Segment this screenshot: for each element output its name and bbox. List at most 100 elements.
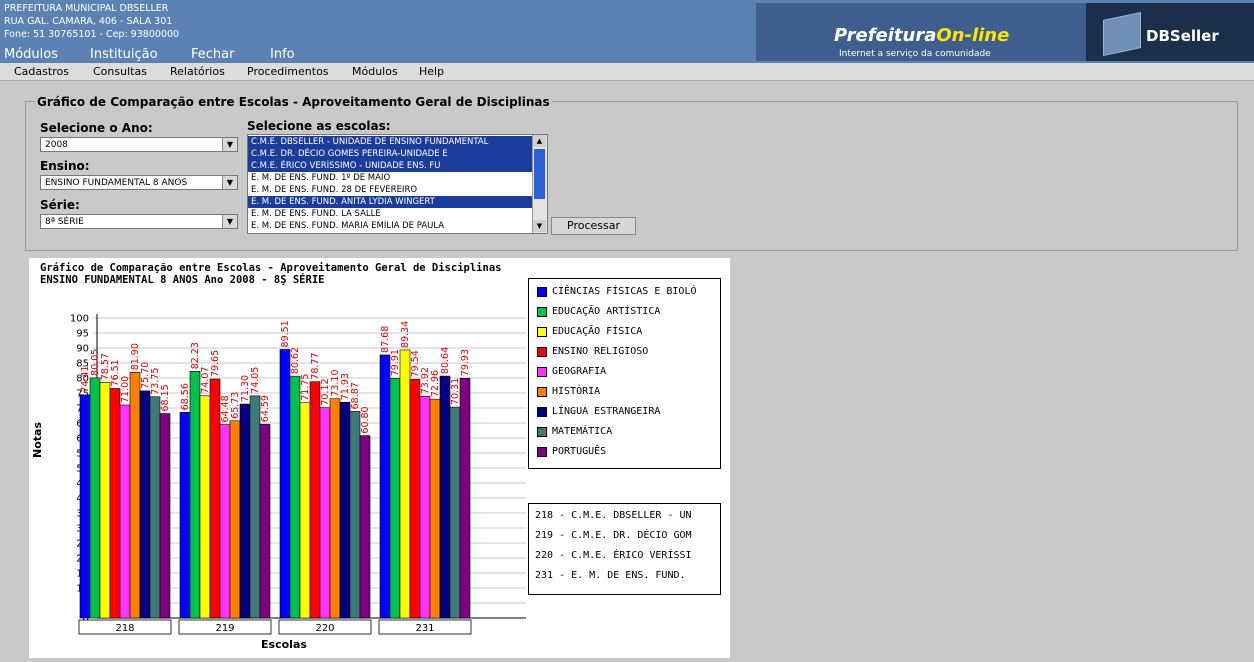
scroll-up-icon[interactable]: ▲: [533, 135, 546, 147]
menu-info[interactable]: Info: [270, 47, 295, 62]
bar: [289, 375, 301, 619]
bar: [319, 407, 331, 619]
y-tick-label: 100: [70, 314, 89, 325]
school-option[interactable]: E. M. DE ENS. FUND. LA SALLE: [251, 209, 381, 219]
menu-fechar[interactable]: Fechar: [191, 47, 235, 62]
bar: [459, 377, 471, 619]
bar-value-label: 79.93: [460, 349, 471, 376]
legend-swatch: [537, 427, 547, 437]
ensino-label: Ensino:: [40, 159, 90, 173]
bar-value-label: 72.96: [430, 370, 441, 397]
legend-label: EDUCAÇÃO ARTÍSTICA: [552, 306, 661, 317]
legend-label: HISTÓRIA: [552, 386, 601, 397]
category-legend: 218 - C.M.E. DBSELLER - UN 219 - C.M.E. D…: [528, 503, 721, 595]
submenu-procedimentos[interactable]: Procedimentos: [247, 65, 329, 78]
category-legend-item: 220 - C.M.E. ÉRICO VERÍSSI: [535, 550, 692, 561]
scroll-down-icon[interactable]: ▼: [533, 220, 546, 232]
scrollbar-thumb[interactable]: [534, 149, 545, 199]
dbseller-logo: DBSeller: [1146, 27, 1219, 45]
school-option[interactable]: C.M.E. DBSELLER - UNIDADE DE ENSINO FUND…: [248, 136, 532, 148]
bar-value-label: 64.48: [220, 395, 231, 422]
listbox-scrollbar[interactable]: ▲ ▼: [532, 135, 547, 233]
bar: [199, 395, 211, 619]
menu-modulos[interactable]: Módulos: [4, 47, 58, 62]
bar: [119, 404, 131, 619]
bar: [139, 390, 151, 619]
school-option[interactable]: C.M.E. DR. DÉCIO GOMES PEREIRA-UNIDADE E: [248, 148, 532, 160]
bar: [359, 435, 371, 619]
submenu-modulos[interactable]: Módulos: [352, 65, 398, 78]
series-legend: CIÊNCIAS FÍSICAS E BIOLÓ EDUCAÇÃO ARTÍSTI…: [528, 278, 721, 469]
submenu-cadastros[interactable]: Cadastros: [14, 65, 69, 78]
submenu-help[interactable]: Help: [419, 65, 445, 78]
bar-value-label: 70.31: [450, 378, 461, 405]
year-value: 2008: [45, 140, 68, 150]
bar: [449, 406, 461, 619]
x-axis-title: Escolas: [261, 638, 307, 651]
legend-label: CIÊNCIAS FÍSICAS E BIOLÓ: [552, 286, 697, 297]
bar: [129, 372, 141, 619]
legend-label: PORTUGUÊS: [552, 446, 607, 457]
year-select[interactable]: 2008 ▼: [40, 137, 238, 152]
bar: [439, 375, 451, 619]
legend-label: MATEMÁTICA: [552, 426, 613, 437]
bar: [349, 411, 361, 619]
process-button[interactable]: Processar: [551, 217, 636, 235]
ensino-value: ENSINO FUNDAMENTAL 8 ANOS: [45, 178, 188, 188]
bar-value-label: 87.68: [380, 326, 391, 353]
legend-swatch: [537, 447, 547, 457]
submenu-consultas[interactable]: Consultas: [93, 65, 147, 78]
y-tick-label: 0: [83, 614, 89, 625]
chevron-down-icon[interactable]: ▼: [222, 215, 237, 228]
school-option[interactable]: C.M.E. ÉRICO VERÍSSIMO - UNIDADE ENS. FU: [248, 160, 532, 172]
bar-value-label: 68.15: [160, 384, 171, 411]
y-tick-label: 75: [76, 389, 89, 400]
category-legend-item: 219 - C.M.E. DR. DÉCIO GOM: [535, 530, 692, 541]
bar-value-label: 71.30: [240, 375, 251, 402]
bar-chart: 0510152025303540455055606570758085909510…: [31, 314, 526, 651]
bar-value-label: 73.10: [330, 369, 341, 396]
bar-value-label: 70.12: [320, 378, 331, 405]
school-option[interactable]: E. M. DE ENS. FUND. 28 DE FEVEREIRO: [251, 185, 418, 195]
bar: [379, 354, 391, 619]
submenu-bar: Cadastros Consultas Relatórios Procedime…: [0, 63, 1254, 81]
bar-value-label: 76.51: [110, 359, 121, 386]
brand-suffix: On-line: [936, 25, 1010, 46]
school-option[interactable]: E. M. DE ENS. FUND. 1º DE MAIO: [251, 173, 391, 183]
bar-value-label: 80.05: [90, 349, 101, 376]
bar-value-label: 65.73: [230, 392, 241, 419]
menu-instituicao[interactable]: Instituição: [90, 47, 158, 62]
bar: [189, 371, 201, 619]
chevron-down-icon[interactable]: ▼: [222, 138, 237, 151]
institution-address: RUA GAL. CAMARA, 406 - SALA 301: [4, 16, 173, 27]
chart-title: Gráfico de Comparação entre Escolas - Ap…: [40, 262, 502, 274]
bar: [409, 379, 421, 619]
bar: [429, 398, 441, 619]
bar: [249, 395, 261, 619]
submenu-relatorios[interactable]: Relatórios: [170, 65, 225, 78]
school-option[interactable]: E. M. DE ENS. FUND. ANITA LYDIA WINGERT: [248, 196, 532, 208]
chevron-down-icon[interactable]: ▼: [222, 176, 237, 189]
ensino-select[interactable]: ENSINO FUNDAMENTAL 8 ANOS ▼: [40, 175, 238, 190]
legend-swatch: [537, 287, 547, 297]
legend-label: EDUCAÇÃO FÍSICA: [552, 326, 643, 337]
serie-select[interactable]: 8ª SÉRIE ▼: [40, 214, 238, 229]
prefeitura-online-logo: PrefeituraOn-line: [834, 25, 1009, 46]
legend-swatch: [537, 387, 547, 397]
bar-value-label: 80.62: [290, 347, 301, 374]
bar: [209, 378, 221, 619]
school-option[interactable]: E. M. DE ENS. FUND. MARIA EMÍLIA DE PAUL…: [251, 221, 445, 231]
legend-swatch: [537, 307, 547, 317]
bar-value-label: 71.75: [300, 374, 311, 401]
bar-value-label: 74.07: [200, 367, 211, 394]
x-tick-label: 218: [115, 623, 134, 634]
bar-value-label: 89.51: [280, 320, 291, 347]
bar-value-label: 73.75: [150, 368, 161, 395]
bar: [419, 395, 431, 619]
bar-value-label: 79.65: [210, 350, 221, 377]
legend-swatch: [537, 327, 547, 337]
schools-listbox[interactable]: C.M.E. DBSELLER - UNIDADE DE ENSINO FUND…: [247, 134, 548, 234]
bar: [109, 388, 121, 619]
bar-value-label: 78.77: [310, 352, 321, 379]
bar: [309, 381, 321, 619]
